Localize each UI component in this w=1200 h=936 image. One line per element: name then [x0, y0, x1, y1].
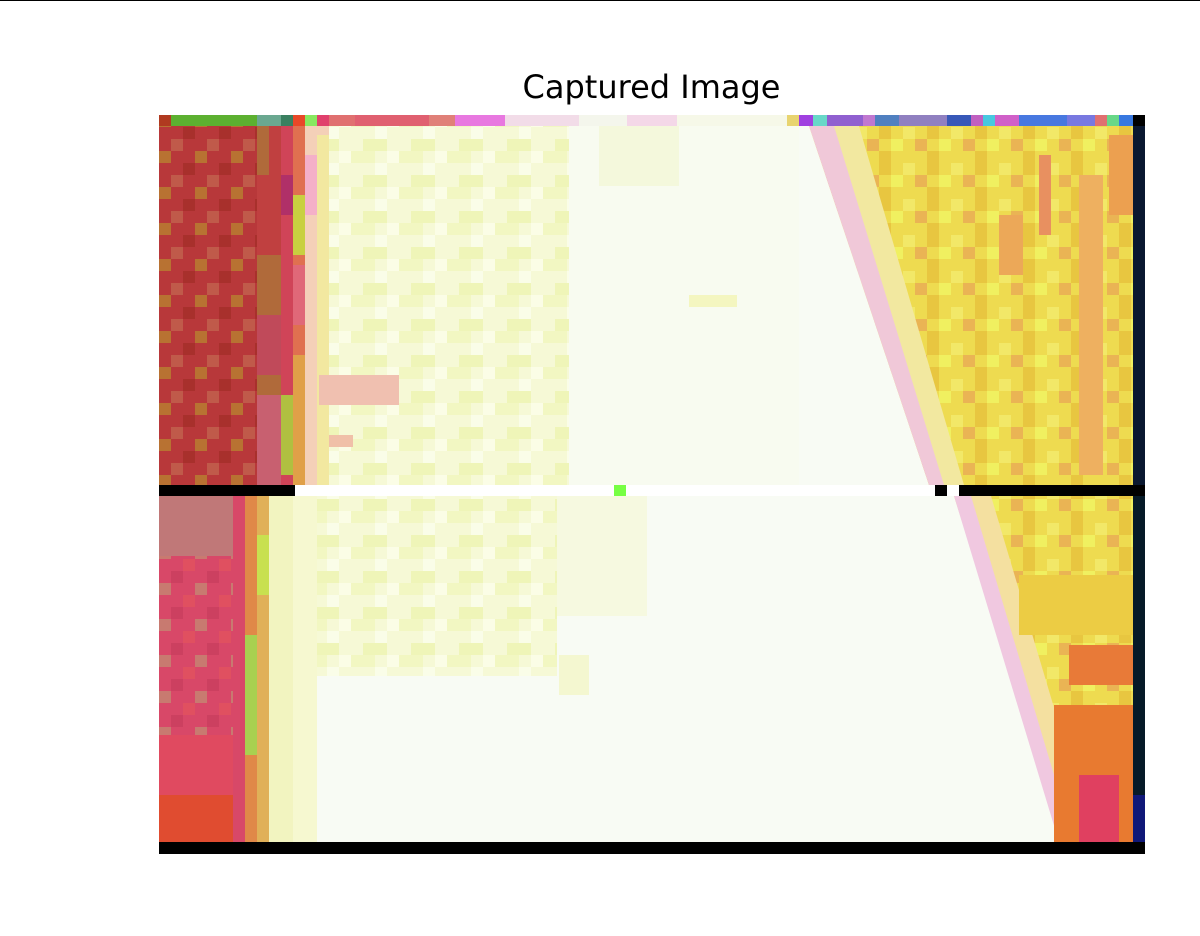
green-marker: [614, 485, 626, 496]
left-band-upper: [159, 126, 305, 485]
center-cream-lower: [269, 496, 647, 842]
top-color-strip: [159, 115, 1145, 126]
right-band-upper: [809, 126, 1145, 485]
figure-title: Captured Image: [522, 68, 781, 106]
bottom-border-bar: [159, 842, 1145, 854]
right-band-lower: [954, 496, 1145, 842]
center-cream-upper: [305, 126, 799, 485]
captured-image: [159, 115, 1145, 854]
separator-line: [159, 485, 1145, 496]
top-border-line: [0, 0, 1200, 1]
